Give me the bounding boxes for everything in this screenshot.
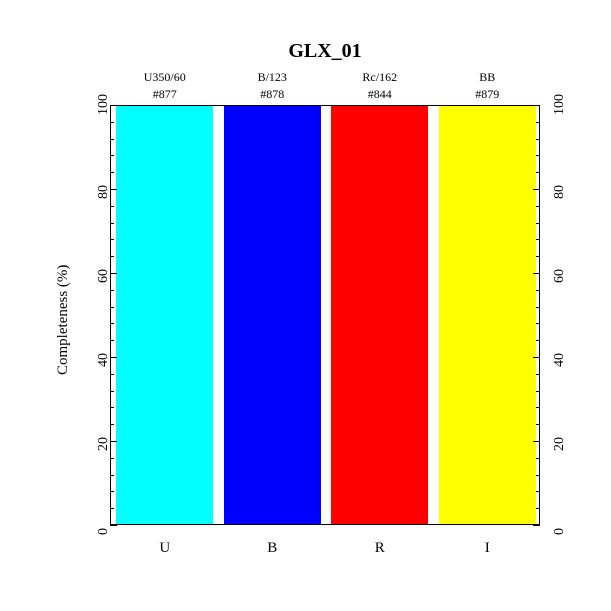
ytick-minor-right (536, 206, 540, 207)
ytick-minor-left (110, 391, 114, 392)
top-label-2-2: #844 (326, 87, 434, 102)
ytick-minor-left (110, 491, 114, 492)
ytick-minor-right (536, 323, 540, 324)
ytick-minor-left (110, 139, 114, 140)
ytick-right (533, 273, 540, 274)
ytick-label-left: 100 (96, 94, 112, 115)
top-label-1-3: BB (434, 70, 542, 85)
ytick-minor-left (110, 374, 114, 375)
ytick-label-left: 0 (96, 528, 112, 535)
ytick-minor-left (110, 424, 114, 425)
top-label-2-3: #879 (434, 87, 542, 102)
ytick-minor-right (536, 122, 540, 123)
ytick-minor-left (110, 256, 114, 257)
chart-title: GLX_01 (245, 40, 405, 63)
ytick-minor-left (110, 407, 114, 408)
x-label-i: I (434, 540, 542, 557)
ytick-minor-right (536, 256, 540, 257)
ytick-label-left: 80 (96, 185, 112, 199)
ytick-minor-right (536, 290, 540, 291)
ytick-minor-left (110, 290, 114, 291)
ytick-right (533, 441, 540, 442)
ytick-minor-right (536, 239, 540, 240)
ytick-right (533, 357, 540, 358)
ytick-label-left: 40 (96, 353, 112, 367)
ytick-label-right: 60 (552, 269, 568, 283)
ytick-minor-left (110, 475, 114, 476)
top-label-2-0: #877 (111, 87, 219, 102)
bar-r (331, 106, 428, 524)
ytick-minor-right (536, 374, 540, 375)
ytick-minor-right (536, 307, 540, 308)
bar-i (439, 106, 536, 524)
ytick-minor-left (110, 239, 114, 240)
ytick-minor-left (110, 340, 114, 341)
ytick-label-right: 100 (552, 94, 568, 115)
ytick-minor-right (536, 458, 540, 459)
ytick-label-left: 60 (96, 269, 112, 283)
ytick-minor-right (536, 223, 540, 224)
ytick-minor-left (110, 458, 114, 459)
ytick-minor-right (536, 508, 540, 509)
ytick-left (110, 525, 117, 526)
bar-b (224, 106, 321, 524)
ytick-minor-left (110, 206, 114, 207)
y-axis-label: Completeness (%) (55, 265, 72, 375)
ytick-right (533, 105, 540, 106)
ytick-minor-right (536, 172, 540, 173)
x-label-b: B (219, 540, 327, 557)
ytick-minor-right (536, 475, 540, 476)
ytick-minor-right (536, 340, 540, 341)
top-label-2-1: #878 (219, 87, 327, 102)
ytick-label-left: 20 (96, 437, 112, 451)
ytick-minor-left (110, 223, 114, 224)
ytick-minor-right (536, 139, 540, 140)
ytick-minor-right (536, 491, 540, 492)
ytick-minor-left (110, 508, 114, 509)
ytick-minor-right (536, 391, 540, 392)
ytick-minor-left (110, 172, 114, 173)
top-label-1-2: Rc/162 (326, 70, 434, 85)
ytick-right (533, 525, 540, 526)
ytick-minor-left (110, 323, 114, 324)
ytick-minor-left (110, 307, 114, 308)
ytick-minor-left (110, 155, 114, 156)
ytick-minor-left (110, 122, 114, 123)
ytick-label-right: 40 (552, 353, 568, 367)
x-label-r: R (326, 540, 434, 557)
ytick-label-right: 20 (552, 437, 568, 451)
ytick-minor-right (536, 407, 540, 408)
bar-u (116, 106, 213, 524)
top-label-1-1: B/123 (219, 70, 327, 85)
ytick-label-right: 0 (552, 528, 568, 535)
ytick-minor-right (536, 155, 540, 156)
ytick-minor-right (536, 424, 540, 425)
ytick-right (533, 189, 540, 190)
top-label-1-0: U350/60 (111, 70, 219, 85)
x-label-u: U (111, 540, 219, 557)
ytick-label-right: 80 (552, 185, 568, 199)
